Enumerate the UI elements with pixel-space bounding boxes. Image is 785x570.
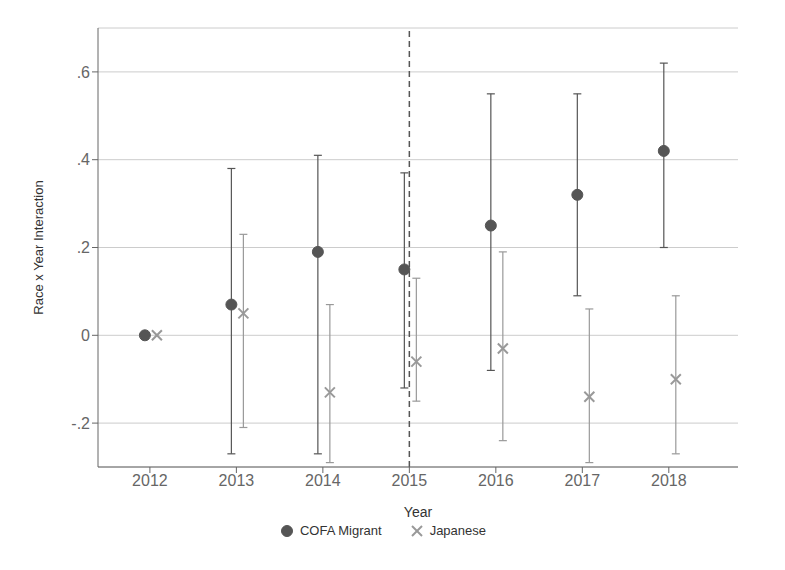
html-text:COFA Migrant: COFA Migrant <box>300 523 382 538</box>
html-text:Japanese: Japanese <box>429 523 486 538</box>
svg-text:Year: Year <box>404 504 433 520</box>
svg-text:2016: 2016 <box>478 472 514 489</box>
svg-text:2018: 2018 <box>651 472 687 489</box>
svg-text:.4: .4 <box>77 151 90 168</box>
svg-text:2013: 2013 <box>219 472 255 489</box>
svg-text:.2: .2 <box>77 239 90 256</box>
svg-text:-.2: -.2 <box>71 415 90 432</box>
svg-text:.6: .6 <box>77 64 90 81</box>
svg-text:2017: 2017 <box>565 472 601 489</box>
svg-text:2012: 2012 <box>132 472 168 489</box>
svg-text:2014: 2014 <box>305 472 341 489</box>
svg-text:2015: 2015 <box>392 472 428 489</box>
svg-text:0: 0 <box>81 327 90 344</box>
svg-text:Race x Year Interaction: Race x Year Interaction <box>31 180 46 314</box>
